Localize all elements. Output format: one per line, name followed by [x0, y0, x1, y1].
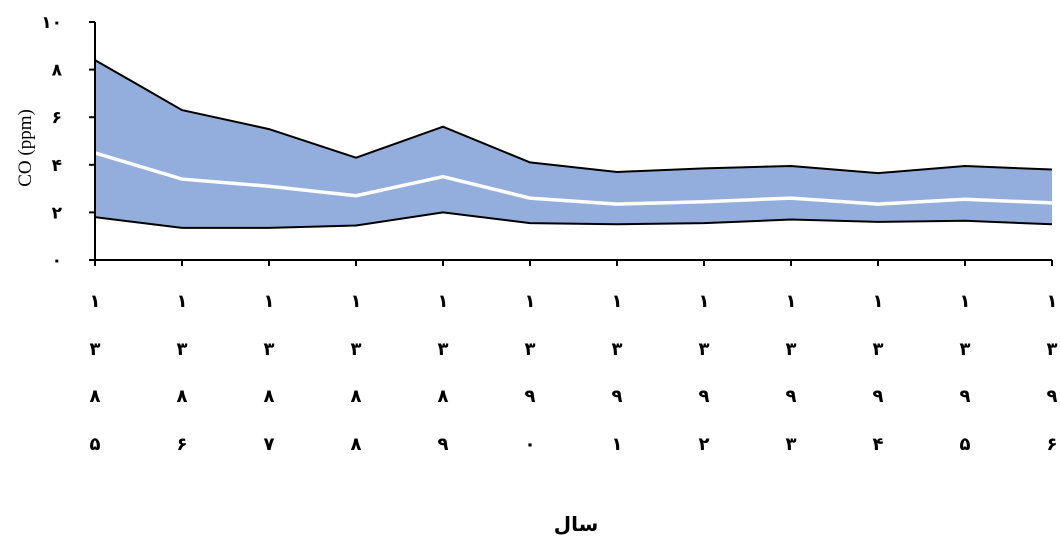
- plot-area: [94, 59, 1053, 229]
- y-tick-label: ۶: [52, 108, 62, 128]
- x-tick-digit: ۹: [1047, 386, 1058, 407]
- x-tick-digit: ۱: [960, 291, 971, 312]
- x-tick-digit: ۳: [960, 339, 971, 360]
- x-tick-label: ۱ ۳ ۹ ۲: [699, 291, 710, 455]
- x-tick-label: ۱ ۳ ۸ ۹: [438, 291, 449, 455]
- x-tick-digit: ۳: [786, 434, 797, 455]
- x-tick-digit: ۱: [873, 291, 884, 312]
- x-tick-digit: ۱: [264, 291, 275, 312]
- x-tick-digit: ۱: [351, 291, 362, 312]
- x-tick-digit: ۱: [177, 291, 188, 312]
- x-tick-label: ۱ ۳ ۹ ۶: [1047, 291, 1058, 455]
- x-tick-digit: ۳: [699, 339, 710, 360]
- x-tick-digit: ۳: [612, 339, 623, 360]
- x-tick-digit: ۶: [1047, 434, 1058, 455]
- x-tick-digit: ۳: [351, 339, 362, 360]
- y-tick-label: ۰: [52, 251, 62, 271]
- x-tick-label: ۱ ۳ ۹ ۵: [960, 291, 971, 455]
- y-tick-label: ۲: [52, 203, 63, 223]
- x-tick-digit: ۹: [786, 386, 797, 407]
- x-tick-digit: ۵: [960, 434, 971, 455]
- x-tick-digit: ۹: [699, 386, 710, 407]
- x-tick-digit: ۱: [786, 291, 797, 312]
- x-tick-digit: ۳: [1047, 339, 1058, 360]
- x-tick-digit: ۹: [612, 386, 623, 407]
- x-tick-digit: ۱: [90, 291, 101, 312]
- x-tick-digit: ۴: [873, 434, 884, 455]
- x-tick-digit: ۳: [177, 339, 188, 360]
- x-tick-label: ۱ ۳ ۸ ۵: [90, 291, 101, 455]
- y-tick-label: ۱۰: [41, 13, 62, 33]
- upper-series-line: [94, 59, 1053, 175]
- x-tick-digit: ۱: [612, 291, 623, 312]
- x-tick-digit: ۶: [177, 434, 188, 455]
- middle-series-line: [94, 151, 1053, 206]
- x-tick-label: ۱ ۳ ۹ ۱: [612, 291, 623, 455]
- x-tick-label: ۱ ۳ ۸ ۷: [264, 291, 275, 455]
- x-tick-digit: ۳: [90, 339, 101, 360]
- x-axis-title: سال: [554, 512, 599, 536]
- x-tick-digit: ۹: [873, 386, 884, 407]
- x-tick-digit: ۹: [438, 434, 449, 455]
- x-axis: ۱ ۳ ۸ ۵ ۱ ۳ ۸ ۶ ۱ ۳ ۸ ۷ ۱ ۳ ۸ ۸ ۱ ۳ ۸ ۹ ۱ ۳ ۹ ۰ ۱ ۳ ۹ ۱ ۱ ۳ ۹ ۲ ۱ ۳ ۹ ۳ ۱ ۳ ۹ ۴…: [90, 259, 1058, 455]
- x-tick-digit: ۹: [525, 386, 536, 407]
- x-tick-digit: ۳: [438, 339, 449, 360]
- x-tick-digit: ۸: [351, 386, 362, 407]
- x-tick-digit: ۳: [525, 339, 536, 360]
- lower-series-line: [94, 211, 1053, 229]
- x-tick-label: ۱ ۳ ۸ ۶: [177, 291, 188, 455]
- x-tick-digit: ۳: [264, 339, 275, 360]
- x-tick-digit: ۱: [699, 291, 710, 312]
- x-tick-digit: ۸: [351, 434, 362, 455]
- x-tick-digit: ۳: [786, 339, 797, 360]
- x-tick-label: ۱ ۳ ۸ ۸: [351, 291, 362, 455]
- y-axis-title: CO (ppm): [15, 109, 36, 187]
- x-tick-digit: ۷: [264, 434, 275, 455]
- x-tick-digit: ۵: [90, 434, 101, 455]
- x-tick-digit: ۸: [438, 386, 449, 407]
- y-tick-label: ۴: [52, 156, 62, 176]
- x-tick-digit: ۲: [699, 434, 710, 455]
- y-axis: ۰ ۲ ۴ ۶ ۸ ۱۰: [41, 13, 96, 271]
- x-tick-digit: ۹: [960, 386, 971, 407]
- x-tick-digit: ۱: [1047, 291, 1058, 312]
- x-tick-digit: ۱: [612, 434, 623, 455]
- x-tick-label: ۱ ۳ ۹ ۳: [786, 291, 797, 455]
- x-tick-label: ۱ ۳ ۹ ۴: [873, 291, 884, 455]
- x-tick-digit: ۱: [525, 291, 536, 312]
- x-tick-digit: ۳: [873, 339, 884, 360]
- x-tick-digit: ۱: [438, 291, 449, 312]
- x-tick-digit: ۸: [264, 386, 275, 407]
- x-tick-label: ۱ ۳ ۹ ۰: [525, 291, 536, 455]
- x-tick-digit: ۰: [525, 434, 536, 455]
- x-tick-digit: ۸: [90, 386, 101, 407]
- x-tick-digit: ۸: [177, 386, 188, 407]
- y-tick-label: ۸: [52, 61, 63, 81]
- range-band: [95, 60, 1052, 228]
